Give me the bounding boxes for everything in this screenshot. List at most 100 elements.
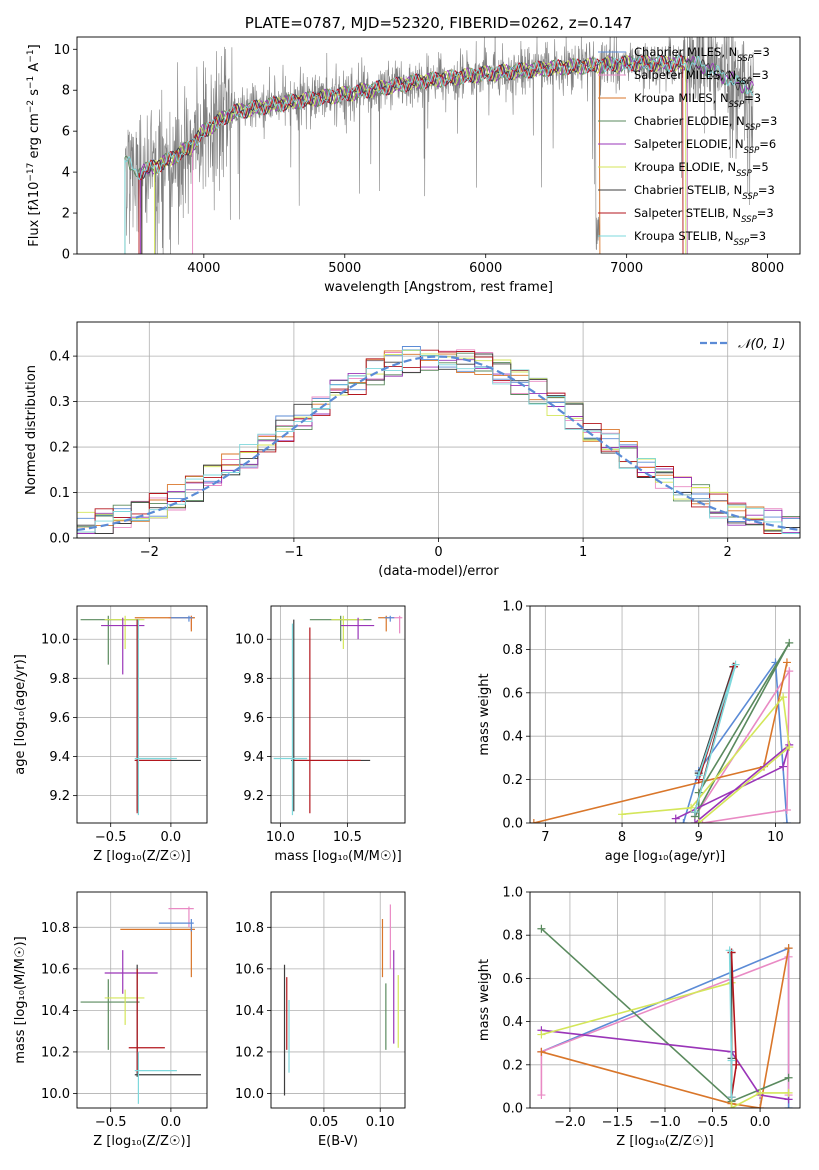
y-tick-label: 4 xyxy=(62,166,70,181)
y-axis-label: mass weight xyxy=(477,959,492,1041)
legend-suffix: =3 xyxy=(753,45,770,59)
errorbar-point xyxy=(104,989,145,1025)
y-tick-label: 10.4 xyxy=(41,1004,70,1019)
x-tick-label: −1.0 xyxy=(649,1115,681,1130)
y-tick-label: 9.2 xyxy=(243,789,264,804)
errorbar-point xyxy=(104,615,145,650)
y-tick-label: 0.1 xyxy=(49,486,70,501)
x-tick-label: −2.0 xyxy=(554,1115,586,1130)
y-tick-label: 9.6 xyxy=(49,711,70,726)
errorbar-point xyxy=(273,623,308,816)
y-tick-label: 10.8 xyxy=(41,921,70,936)
residual-histogram-step xyxy=(77,349,800,538)
plus-marker xyxy=(727,1104,736,1108)
y-tick-label: 1.0 xyxy=(502,886,523,901)
x-tick-label: 0.0 xyxy=(161,830,182,845)
x-tick-label: 2 xyxy=(724,545,732,560)
y-tick-label: 10.6 xyxy=(235,962,264,977)
plus-marker xyxy=(694,819,703,823)
plus-marker xyxy=(727,1093,736,1102)
y-tick-label: 0 xyxy=(62,248,70,263)
errorbar-point xyxy=(134,619,177,816)
spectrum-panel: PLATE=0787, MJD=52320, FIBERID=0262, z=0… xyxy=(26,14,801,295)
observed-spectrum-line xyxy=(124,37,754,254)
model-spectrum-line xyxy=(141,54,754,254)
plus-marker xyxy=(756,1104,765,1108)
plus-marker xyxy=(785,743,794,752)
x-tick-label: 0.0 xyxy=(750,1115,771,1130)
plus-marker xyxy=(731,660,740,669)
plot-area xyxy=(537,924,793,1108)
y-tick-label: 0.4 xyxy=(502,1015,523,1030)
legend-name: Salpeter ELODIE, N xyxy=(634,137,744,151)
y-tick-label: 9.2 xyxy=(49,789,70,804)
plus-marker xyxy=(756,1088,765,1097)
residual-histogram-panel: −2 −1 0 1 2 0.0 0.1 0.2 0.3 0.4 (data-model)/error… xyxy=(24,321,801,579)
x-tick-label: −0.5 xyxy=(95,1115,127,1130)
y-tick-label: 10.2 xyxy=(41,1045,70,1060)
legend-sub: SSP xyxy=(729,100,745,110)
y-tick-label: 1.0 xyxy=(502,600,523,615)
x-tick-label: 0.0 xyxy=(161,1115,182,1130)
y-tick-label: 0.8 xyxy=(502,643,523,658)
legend-name: Salpeter MILES, N xyxy=(634,68,736,82)
plus-marker xyxy=(727,948,736,957)
x-tick-label: 5000 xyxy=(328,261,361,276)
plus-marker xyxy=(779,762,788,771)
plot-area xyxy=(80,615,201,816)
errorbar-point xyxy=(134,619,171,814)
y-axis-label: age [log₁₀(age/yr)] xyxy=(13,654,28,775)
plus-marker xyxy=(784,944,793,953)
mass-weight-line xyxy=(541,981,789,1108)
y-tick-label: 9.4 xyxy=(243,750,264,765)
legend-label: Salpeter ELODIE, NSSP=6 xyxy=(634,137,776,156)
plus-marker xyxy=(784,1104,793,1108)
axes-frame xyxy=(529,891,801,1109)
x-tick-label: 10.5 xyxy=(333,830,362,845)
legend-suffix: =3 xyxy=(744,91,761,105)
errorbar-point xyxy=(168,906,194,928)
plus-marker xyxy=(537,1091,546,1100)
y-tick-label: 0.4 xyxy=(502,730,523,745)
model-spectrum-line xyxy=(124,54,754,254)
mass-weight-vs-metallicity-panel: −2.0 −1.5 −1.0 −0.5 0.0 0.0 0.2 0.4 0.6 0.8 1.0 Z [… xyxy=(477,886,801,1149)
errorbar-point xyxy=(293,627,361,814)
plus-marker xyxy=(785,638,794,647)
legend-suffix: =3 xyxy=(749,229,766,243)
legend-sub: SSP xyxy=(734,238,750,248)
y-tick-label: 9.8 xyxy=(243,672,264,687)
plus-marker xyxy=(782,819,791,823)
residual-histogram-step xyxy=(77,349,800,538)
y-tick-label: 6 xyxy=(62,125,70,140)
y-tick-label: 0.6 xyxy=(502,972,523,987)
legend-sub: SSP xyxy=(745,123,761,133)
mass-weight-line xyxy=(541,1029,789,1101)
x-tick-label: 6000 xyxy=(469,261,502,276)
errorbar-point xyxy=(120,927,195,978)
x-tick-label: 4000 xyxy=(187,261,220,276)
legend-name: Kroupa ELODIE, N xyxy=(634,160,736,174)
y-axis-label: mass [log₁₀(M/M☉)] xyxy=(13,936,28,1063)
legend-suffix: =3 xyxy=(757,206,774,220)
plus-marker xyxy=(782,658,791,667)
x-tick-label: −1.5 xyxy=(602,1115,634,1130)
x-axis-label: mass [log₁₀(M/M☉)] xyxy=(274,849,401,864)
plus-marker xyxy=(537,1047,546,1056)
y-tick-label: 9.8 xyxy=(49,672,70,687)
x-tick-label: 7 xyxy=(541,830,549,845)
y-tick-label: 0.2 xyxy=(502,1058,523,1073)
age-vs-mass-panel: 10.0 10.5 9.2 9.4 9.6 9.8 10.0 mass [log₁₀(M/M☉… xyxy=(235,605,406,864)
mass-weight-line xyxy=(675,742,791,823)
plus-marker xyxy=(785,667,794,676)
plus-marker xyxy=(537,1030,546,1039)
legend-name: Kroupa MILES, N xyxy=(634,91,729,105)
axes-frame xyxy=(270,605,406,824)
axes-frame xyxy=(270,891,406,1109)
legend-label: Salpeter STELIB, NSSP=3 xyxy=(634,206,774,225)
y-tick-label: 0.8 xyxy=(502,929,523,944)
y-tick-label: 10.0 xyxy=(41,633,70,648)
legend-sub: SSP xyxy=(741,215,757,225)
y-tick-label: 0.4 xyxy=(49,350,70,365)
x-tick-label: −0.5 xyxy=(697,1115,729,1130)
y-tick-label: 10.8 xyxy=(235,921,264,936)
